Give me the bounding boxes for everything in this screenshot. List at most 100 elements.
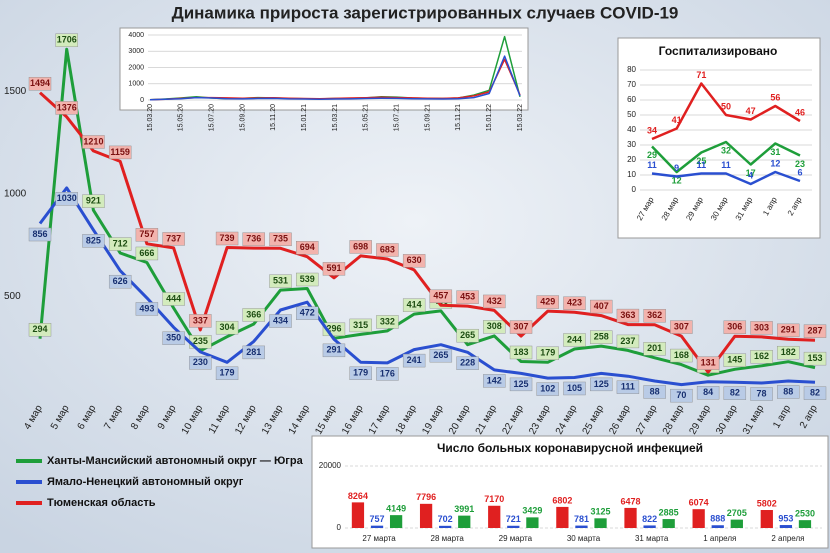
- data-label: 291: [781, 325, 796, 335]
- label-bg: [135, 302, 159, 316]
- x-tick-label: 15.07.21: [394, 104, 401, 131]
- bar: [692, 509, 705, 528]
- x-tick-label: 31 марта: [635, 534, 669, 543]
- label-bg: [296, 306, 319, 320]
- inset-title: Госпитализировано: [659, 44, 778, 58]
- x-tick-label: 15.01.21: [301, 104, 308, 131]
- data-label: 162: [754, 351, 769, 361]
- y-tick-label: 50: [627, 110, 636, 119]
- bar: [419, 503, 433, 528]
- bar: [556, 506, 569, 528]
- y-tick-label: 1000: [128, 81, 144, 88]
- label-bg: [509, 320, 533, 334]
- data-label: 244: [567, 334, 582, 344]
- y-tick-label: 40: [627, 125, 636, 134]
- data-label: 3429: [522, 506, 542, 516]
- data-label: 630: [407, 255, 422, 265]
- data-label: 5802: [757, 498, 777, 508]
- label-bg: [590, 330, 613, 344]
- y-tick-label: 500: [4, 291, 21, 302]
- data-label: 23: [795, 159, 805, 169]
- label-bg: [28, 227, 52, 242]
- data-label: 105: [567, 383, 582, 393]
- data-label: 781: [574, 514, 589, 524]
- data-label: 698: [353, 241, 368, 251]
- data-label: 888: [710, 514, 725, 524]
- data-label: 315: [353, 320, 368, 330]
- data-label: 444: [166, 293, 181, 303]
- y-tick-label: 10: [627, 170, 636, 179]
- data-label: 2705: [727, 508, 747, 518]
- data-label: 168: [674, 350, 689, 360]
- x-tick-label: 15.05.21: [363, 104, 370, 131]
- data-label: 9: [674, 163, 679, 173]
- label-bg: [189, 356, 212, 370]
- label-bg: [82, 234, 105, 248]
- data-label: 78: [757, 388, 767, 398]
- data-label: 1030: [57, 193, 77, 203]
- legend-label: Ханты-Мансийский автономный округ — Югра: [47, 455, 304, 467]
- label-bg: [723, 320, 747, 334]
- bar: [575, 525, 588, 528]
- data-label: 306: [727, 322, 742, 332]
- label-bg: [616, 334, 640, 349]
- label-bg: [108, 274, 132, 289]
- data-label: 3125: [591, 507, 611, 517]
- data-label: 12: [672, 175, 682, 185]
- data-label: 88: [783, 386, 793, 396]
- bar: [488, 505, 501, 528]
- y-tick-label: 20: [627, 155, 636, 164]
- data-label: 1376: [57, 102, 77, 112]
- x-tick-label: 2 апреля: [771, 534, 804, 543]
- legend-label: Тюменская область: [47, 497, 156, 509]
- x-tick-label: 15.03.20: [147, 104, 154, 131]
- data-label: 56: [770, 92, 780, 102]
- label-bg: [483, 374, 506, 388]
- data-label: 757: [139, 229, 154, 239]
- label-bg: [269, 274, 292, 288]
- chart-title: Динамика прироста зарегистрированных слу…: [172, 3, 679, 22]
- bar: [643, 525, 656, 528]
- data-label: 82: [730, 388, 740, 398]
- label-bg: [376, 367, 399, 381]
- label-bg: [616, 380, 640, 394]
- label-bg: [322, 343, 346, 358]
- label-bg: [670, 320, 693, 334]
- bar: [779, 525, 793, 528]
- data-label: 4: [748, 170, 753, 180]
- bar: [594, 518, 607, 528]
- legend-label: Ямало-Ненецкий автономный округ: [47, 476, 244, 488]
- x-tick-label: 30 марта: [567, 534, 601, 543]
- label-bg: [402, 298, 426, 312]
- bar: [439, 525, 452, 528]
- data-label: 683: [380, 244, 395, 254]
- label-bg: [456, 356, 479, 370]
- data-label: 241: [407, 355, 422, 365]
- label-bg: [349, 366, 372, 381]
- data-label: 34: [647, 125, 657, 135]
- label-bg: [402, 353, 426, 368]
- data-label: 25: [696, 156, 706, 166]
- data-label: 432: [487, 296, 502, 306]
- x-tick-label: 15.09.21: [424, 104, 431, 131]
- data-label: 735: [273, 234, 288, 244]
- series-line: [651, 170, 801, 186]
- data-label: 591: [326, 263, 341, 273]
- data-label: 7796: [416, 492, 436, 502]
- x-tick-label: 15.09.20: [239, 104, 246, 131]
- data-label: 125: [514, 379, 529, 389]
- data-label: 17: [746, 168, 756, 178]
- label-bg: [643, 342, 666, 356]
- data-label: 294: [32, 324, 47, 334]
- label-bg: [803, 386, 827, 400]
- label-bg: [215, 231, 239, 246]
- label-bg: [483, 320, 506, 334]
- y-tick-label: 0: [632, 185, 637, 194]
- data-label: 626: [113, 276, 128, 286]
- data-label: 153: [807, 353, 822, 363]
- data-label: 281: [246, 347, 261, 357]
- label-bg: [162, 292, 185, 306]
- data-label: 1494: [30, 78, 50, 88]
- data-label: 179: [220, 368, 235, 378]
